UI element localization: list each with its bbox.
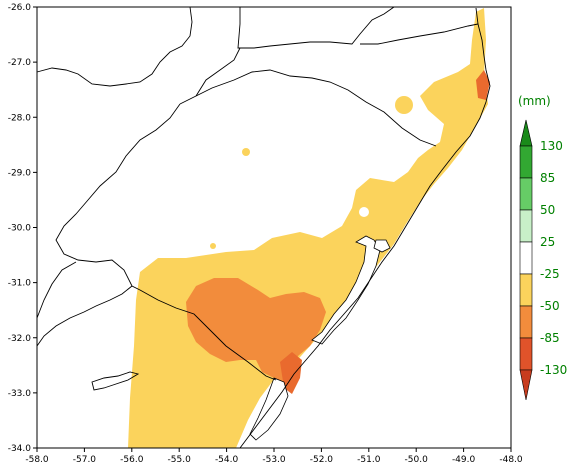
legend-label: -85 [540, 331, 560, 345]
x-tick-label: -53.0 [262, 455, 286, 465]
legend-swatch [519, 305, 533, 339]
coastline [239, 7, 491, 449]
x-tick-label: -48.0 [499, 455, 523, 465]
lagoon-small-north [373, 239, 391, 253]
anomaly-patch-west [210, 243, 216, 249]
border-uruguay-river [179, 69, 437, 147]
x-tick-label: -58.0 [25, 455, 49, 465]
legend-swatch [519, 273, 533, 307]
x-tick-label: -52.0 [310, 455, 334, 465]
legend-swatch [519, 337, 533, 371]
x-tick-label: -56.0 [120, 455, 144, 465]
x-tick-label: -57.0 [73, 455, 97, 465]
legend-label: 25 [540, 235, 555, 249]
x-tick-label: -49.0 [452, 455, 476, 465]
legend-swatch [519, 209, 533, 243]
border-uruguay [36, 285, 133, 347]
anomaly-region-strong-north [476, 70, 490, 100]
x-tick-label: -55.0 [168, 455, 192, 465]
y-tick-label: -27.0 [8, 58, 32, 68]
y-axis: -26.0 -27.0 -28.0 -29.0 -30.0 -31.0 -32.0 -33.0… [8, 3, 37, 454]
legend-label: 130 [540, 139, 563, 153]
legend-label: -130 [540, 363, 567, 377]
x-tick-label: -54.0 [215, 455, 239, 465]
anomaly-patch-center [242, 148, 250, 156]
y-tick-label: -34.0 [8, 444, 32, 454]
estuary-feature [91, 371, 140, 391]
border-north-1 [36, 6, 193, 87]
x-tick-label: -51.0 [357, 455, 381, 465]
y-tick-label: -30.0 [8, 224, 32, 234]
anomaly-region-strong [280, 352, 302, 394]
legend-arrow-top [519, 119, 533, 147]
political-borders [36, 6, 491, 449]
border-north-2 [237, 6, 395, 49]
y-tick-label: -26.0 [8, 3, 32, 13]
y-tick-label: -32.0 [8, 334, 32, 344]
border-sc [360, 23, 479, 45]
y-tick-label: -31.0 [8, 279, 32, 289]
x-tick-label: -50.0 [405, 455, 429, 465]
legend-label: 50 [540, 203, 555, 217]
legend-swatch [519, 241, 533, 275]
border-rs-west [55, 103, 277, 381]
legend-swatch [519, 145, 533, 179]
x-axis: -58.0 -57.0 -56.0 -55.0 -54.0 -53.0 -52.0 -51.0… [25, 448, 523, 465]
anomaly-hole [359, 207, 369, 217]
legend-label: -50 [540, 299, 560, 313]
y-tick-label: -33.0 [8, 389, 32, 399]
legend-arrow-bottom [519, 369, 533, 401]
legend-label: 85 [540, 171, 555, 185]
legend-swatch [519, 177, 533, 211]
y-tick-label: -29.0 [8, 168, 32, 178]
y-tick-label: -28.0 [8, 113, 32, 123]
legend-label: -25 [540, 267, 560, 281]
legend-unit: (mm) [518, 94, 551, 108]
anomaly-patch-north [395, 96, 413, 114]
border-uruguay-north [36, 261, 77, 319]
border-north-3 [195, 47, 241, 97]
legend: (mm) 130 85 50 25 -25 -50 -85 -130 [518, 94, 567, 401]
